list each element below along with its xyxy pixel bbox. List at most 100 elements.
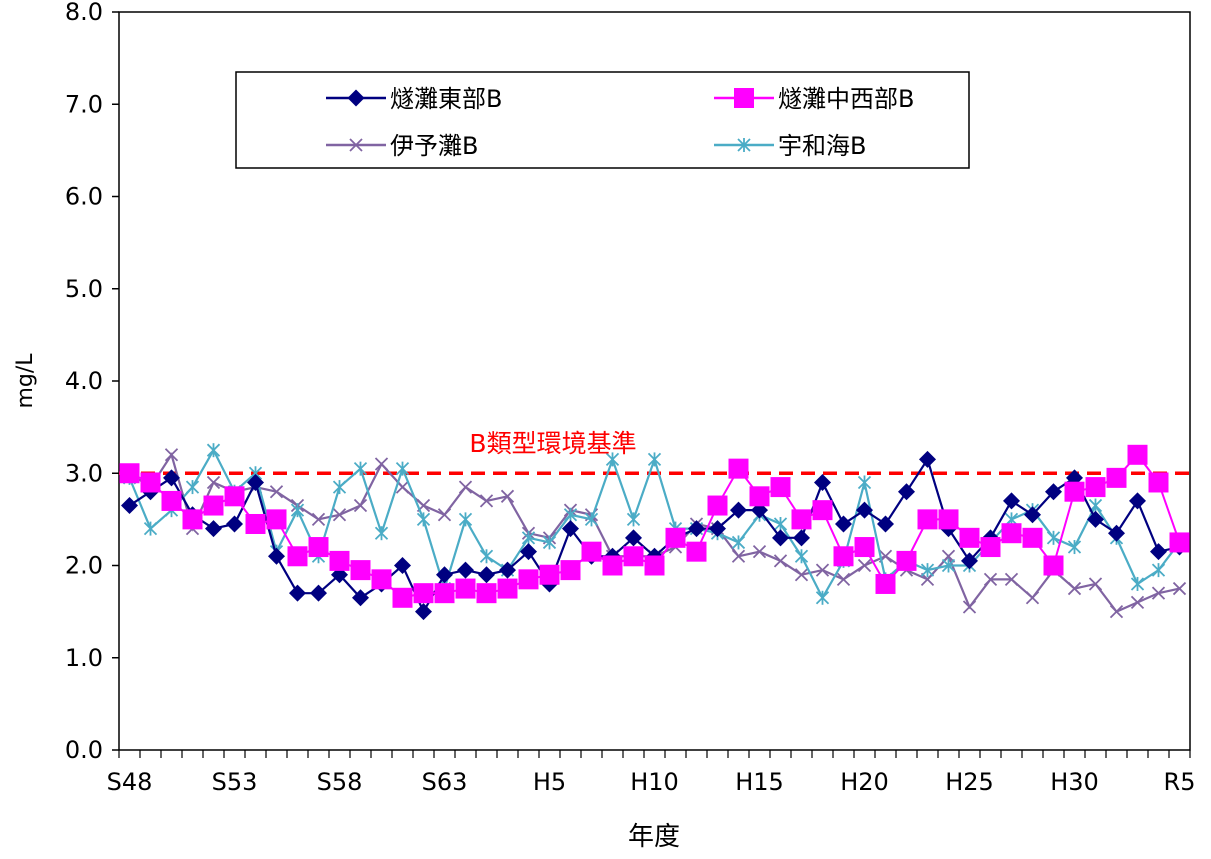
y-tick-label: 7.0 xyxy=(65,90,103,118)
series-2-point xyxy=(875,573,896,594)
series-3-point xyxy=(1151,586,1166,600)
series-3-point xyxy=(1130,595,1145,610)
series-2-point xyxy=(455,578,476,599)
series-1-point xyxy=(499,561,516,579)
series-2-point xyxy=(1127,444,1148,465)
series-2-point xyxy=(161,490,182,511)
series-1-point xyxy=(226,515,243,533)
series-4-point xyxy=(731,535,746,550)
series-2-point xyxy=(686,541,707,562)
series-2-point xyxy=(539,564,560,585)
series-4-point xyxy=(1067,540,1082,555)
series-3-point xyxy=(857,558,872,573)
x-tick-label: H15 xyxy=(735,768,784,796)
series-1-point xyxy=(877,515,894,533)
series-4-point xyxy=(143,521,158,536)
series-3-point xyxy=(458,480,473,494)
series-1-point xyxy=(163,469,180,487)
series-2-point xyxy=(581,541,602,562)
series-2-point xyxy=(1085,477,1106,498)
series-2-point xyxy=(497,578,518,599)
series-2-point xyxy=(350,560,371,581)
series-4-point xyxy=(521,530,536,545)
legend-entry: 宇和海B xyxy=(714,132,866,160)
y-tick-label: 0.0 xyxy=(65,736,103,764)
series-2-point xyxy=(791,509,812,530)
series-4-point xyxy=(290,503,305,518)
series-4-point xyxy=(374,526,389,541)
series-3-point xyxy=(794,568,809,582)
series-3-point xyxy=(479,494,494,508)
series-4-point xyxy=(206,443,221,458)
series-1-point xyxy=(688,520,705,538)
series-2-point xyxy=(476,583,497,604)
series-4-point xyxy=(1151,563,1166,578)
series-2-point xyxy=(392,587,413,608)
series-2-point xyxy=(329,550,350,571)
series-1-point xyxy=(289,584,306,602)
series-2-point xyxy=(644,555,665,576)
series-2-point xyxy=(665,527,686,548)
series-1-point xyxy=(730,501,747,519)
legend-label: 伊予灘B xyxy=(390,132,478,160)
series-3-point xyxy=(164,448,179,462)
series-2-point xyxy=(518,569,539,590)
y-tick-label: 5.0 xyxy=(65,275,103,303)
x-tick-label: H10 xyxy=(630,768,679,796)
series-1-point xyxy=(457,561,474,579)
series-2-point xyxy=(413,583,434,604)
series-4-point xyxy=(542,535,557,550)
series-2-point xyxy=(1148,472,1169,493)
series-3-point xyxy=(332,508,347,522)
series-2-point xyxy=(119,463,140,484)
series-1-point xyxy=(247,473,264,491)
series-4-point xyxy=(605,452,620,467)
series-3-point xyxy=(836,572,851,586)
series-2-point xyxy=(833,546,854,567)
series-2-point xyxy=(308,537,329,558)
series-4-point xyxy=(815,590,830,605)
series-2-point xyxy=(245,513,266,534)
series-1-point xyxy=(709,520,726,538)
series-2-point xyxy=(812,500,833,521)
series-3-point xyxy=(374,457,389,471)
series-3-point xyxy=(1088,577,1103,591)
series-1-point xyxy=(394,557,411,574)
series-2-point xyxy=(203,495,224,516)
series-1-point xyxy=(1108,524,1125,542)
series-4-point xyxy=(416,512,431,527)
series-4-point xyxy=(563,507,578,522)
series-4-point xyxy=(584,512,599,527)
series-4-point xyxy=(1130,576,1145,591)
series-1-point xyxy=(478,566,495,584)
series-2-point xyxy=(896,550,917,571)
series-2-point xyxy=(182,509,203,530)
x-tick-label: H30 xyxy=(1050,768,1099,796)
series-3-point xyxy=(353,498,368,513)
series-2-point xyxy=(371,569,392,590)
series-1-point xyxy=(793,529,810,547)
series-1-point xyxy=(1045,483,1062,501)
legend-label: 宇和海B xyxy=(778,132,866,160)
series-1-point xyxy=(1024,506,1041,524)
legend-swatch-marker xyxy=(737,138,751,152)
series-1-point xyxy=(562,520,579,538)
series-4-point xyxy=(941,558,956,573)
series-4-point xyxy=(647,452,662,467)
series-2-point xyxy=(266,509,287,530)
y-tick-label: 8.0 xyxy=(65,0,103,26)
series-2-point xyxy=(623,546,644,567)
series-2-point xyxy=(917,509,938,530)
series-2-point xyxy=(1022,527,1043,548)
y-axis-label: mg/L xyxy=(13,353,38,409)
series-1-point xyxy=(1087,510,1104,528)
series-3-point xyxy=(815,563,830,577)
reference-line-label: B類型環境基準 xyxy=(469,429,636,458)
series-3-point xyxy=(311,512,326,527)
series-4-point xyxy=(794,549,809,564)
x-axis-label: 年度 xyxy=(628,822,680,852)
series-4-point xyxy=(185,480,200,495)
series-1-point xyxy=(961,552,978,570)
series-1-point xyxy=(415,603,432,621)
legend-label: 燧灘中西部B xyxy=(778,85,914,113)
